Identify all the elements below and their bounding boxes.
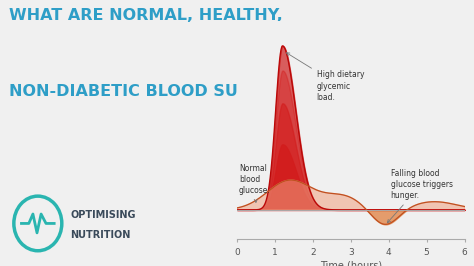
Text: Falling blood
glucose triggers
hunger.: Falling blood glucose triggers hunger. [387,169,453,223]
Text: Normal
blood
glucose.: Normal blood glucose. [239,164,271,202]
Text: NUTRITION: NUTRITION [71,230,131,240]
Text: NON-DIABETIC BLOOD SUGARS?: NON-DIABETIC BLOOD SUGARS? [9,84,297,99]
X-axis label: Time (hours): Time (hours) [319,261,382,266]
Text: WHAT ARE NORMAL, HEALTHY,: WHAT ARE NORMAL, HEALTHY, [9,8,283,23]
Text: OPTIMISING: OPTIMISING [71,210,136,220]
Text: High dietary
glycemic
load.: High dietary glycemic load. [286,53,364,102]
